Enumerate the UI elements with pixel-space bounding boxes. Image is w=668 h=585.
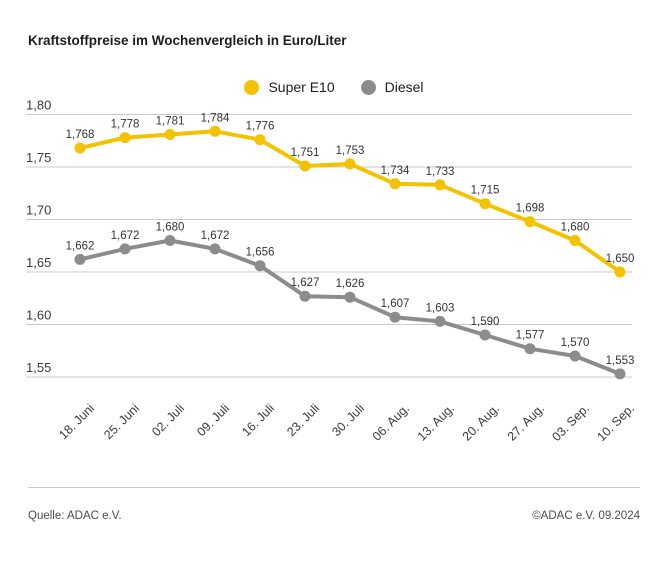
footer-divider	[28, 487, 640, 488]
x-axis-label: 27. Aug.	[505, 401, 547, 443]
super-e10-data-point	[344, 158, 356, 170]
super-e10-data-point	[164, 129, 176, 140]
super-e10-data-point	[434, 179, 446, 191]
super-e10-data-point	[569, 235, 581, 246]
super-e10-value-label: 1,778	[111, 119, 140, 131]
super-e10-value-label: 1,784	[201, 112, 230, 124]
diesel-value-label: 1,607	[381, 298, 410, 310]
x-axis-label: 23. Juli	[284, 401, 322, 439]
diesel-value-label: 1,662	[66, 240, 95, 252]
diesel-value-label: 1,603	[426, 302, 455, 314]
super-e10-value-label: 1,753	[336, 145, 365, 157]
diesel-line	[78, 238, 622, 376]
chart-legend: Super E10 Diesel	[0, 79, 668, 95]
diesel-data-point	[569, 350, 581, 362]
super-e10-value-label: 1,751	[291, 147, 320, 159]
source-note: Quelle: ADAC e.V.	[28, 510, 122, 522]
super-e10-value-label: 1,650	[606, 253, 635, 265]
super-e10-value-label: 1,733	[426, 166, 455, 178]
diesel-data-point	[209, 243, 221, 255]
diesel-data-point	[389, 311, 401, 323]
super-e10-data-point	[299, 160, 311, 172]
copyright-note: ©ADAC e.V. 09.2024	[532, 510, 640, 522]
diesel-value-label: 1,570	[561, 337, 590, 349]
x-axis-label: 06. Aug.	[370, 401, 412, 443]
super-e10-value-label: 1,734	[381, 165, 410, 177]
line-chart: 1,80 1,75 1,70 1,65 1,60 1,55 18. Juni 25. Juni…	[26, 98, 637, 444]
x-axis-label: 13. Aug.	[415, 401, 457, 443]
diesel-value-label: 1,626	[336, 278, 365, 290]
diesel-data-point	[614, 368, 626, 380]
y-axis-label: 1,55	[26, 360, 51, 375]
diesel-data-point	[164, 235, 176, 246]
super-e10-data-point	[524, 216, 536, 228]
super-e10-data-point	[74, 142, 86, 154]
super-e10-value-label: 1,715	[471, 185, 500, 197]
super-e10-value-label: 1,680	[561, 222, 590, 234]
diesel-data-point	[344, 291, 356, 303]
diesel-value-label: 1,656	[246, 247, 275, 259]
y-axis-label: 1,65	[26, 255, 51, 270]
diesel-marker-icon	[360, 79, 376, 95]
super-e10-data-point	[119, 132, 131, 144]
y-axis-label: 1,60	[26, 308, 51, 323]
diesel-data-point	[254, 260, 266, 272]
diesel-value-label: 1,590	[471, 316, 500, 328]
super-e10-data-point	[479, 198, 491, 210]
super-e10-value-label: 1,768	[66, 129, 95, 141]
legend-item-diesel: Diesel	[360, 79, 424, 95]
x-axis-label: 18. Juni	[56, 401, 97, 442]
x-axis-label: 30. Juli	[329, 401, 367, 439]
y-axis-label: 1,70	[26, 203, 51, 218]
diesel-data-point	[524, 343, 536, 355]
super-e10-data-point	[614, 266, 626, 278]
diesel-data-point	[479, 329, 491, 341]
diesel-value-label: 1,577	[516, 330, 545, 342]
legend-label-super-e10: Super E10	[268, 79, 335, 95]
legend-item-super-e10: Super E10	[244, 79, 335, 95]
super-e10-marker-icon	[244, 79, 260, 95]
x-axis-label: 16. Juli	[239, 401, 277, 439]
diesel-data-point	[299, 290, 311, 302]
diesel-data-point	[119, 243, 131, 255]
x-axis-label: 25. Juni	[101, 401, 142, 442]
diesel-value-label: 1,672	[201, 230, 230, 242]
x-axis-label: 03. Sep.	[549, 401, 592, 444]
x-axis-label: 20. Aug.	[460, 401, 502, 443]
diesel-data-point	[74, 253, 86, 265]
diesel-value-label: 1,672	[111, 230, 140, 242]
diesel-value-label: 1,627	[291, 277, 320, 289]
legend-label-diesel: Diesel	[384, 79, 424, 95]
chart-title: Kraftstoffpreise im Wochenvergleich in E…	[28, 33, 347, 48]
footer: Quelle: ADAC e.V. ©ADAC e.V. 09.2024	[28, 510, 640, 522]
super-e10-value-label: 1,781	[156, 116, 185, 128]
super-e10-data-point	[209, 125, 221, 137]
x-axis-label: 09. Juli	[194, 401, 232, 439]
super-e10-data-point	[254, 134, 266, 146]
diesel-value-label: 1,553	[606, 355, 635, 367]
super-e10-value-label: 1,698	[516, 203, 545, 215]
x-axis-label: 10. Sep.	[594, 401, 637, 444]
super-e10-data-point	[389, 178, 401, 190]
y-axis-label: 1,75	[26, 150, 51, 165]
diesel-data-point	[434, 315, 446, 327]
super-e10-value-label: 1,776	[246, 121, 275, 133]
x-axis-label: 02. Juli	[149, 401, 187, 439]
y-axis-label: 1,80	[26, 98, 51, 113]
diesel-value-label: 1,680	[156, 222, 185, 234]
